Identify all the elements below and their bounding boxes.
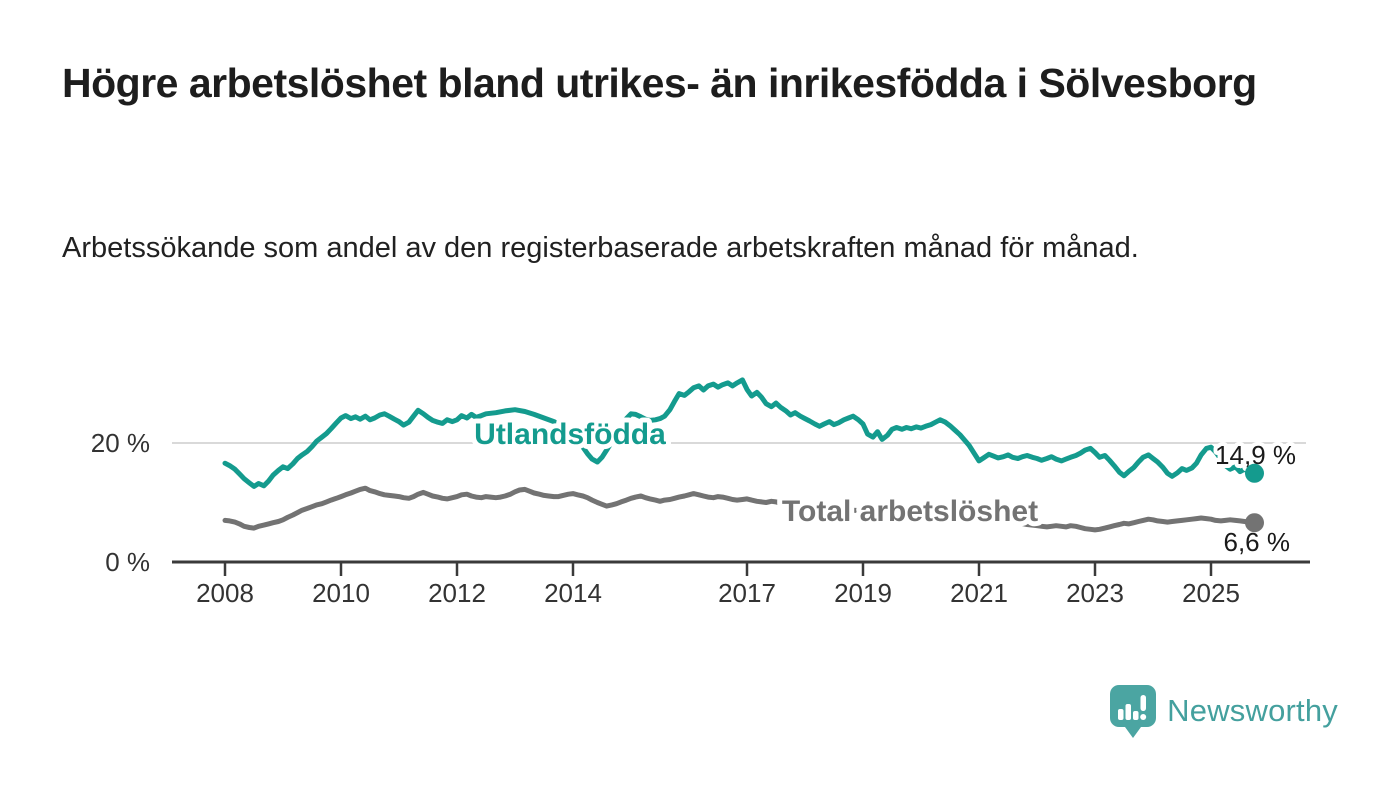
y-tick-label-20: 20 % bbox=[91, 428, 150, 458]
newsworthy-logo-icon bbox=[1110, 685, 1157, 738]
series-annotations: Utlandsfödda Total arbetslöshet 14,9 % 6… bbox=[469, 413, 1300, 561]
end-value-label-utlandsfodda: 14,9 % bbox=[1215, 440, 1296, 470]
bar-1 bbox=[1118, 709, 1124, 720]
bar-3 bbox=[1133, 711, 1139, 720]
page-title: Högre arbetslöshet bland utrikes- än inr… bbox=[62, 60, 1257, 106]
x-tick-label-2012: 2012 bbox=[428, 578, 486, 608]
x-axis: 2008 2010 2012 2014 2017 2019 2021 2023 2025 bbox=[172, 560, 1310, 608]
series-end-dots bbox=[1245, 463, 1264, 533]
x-tick-label-2008: 2008 bbox=[196, 578, 254, 608]
brand-name: Newsworthy bbox=[1167, 693, 1338, 728]
x-tick-label-2010: 2010 bbox=[312, 578, 370, 608]
page-subtitle: Arbetssökande som andel av den registerb… bbox=[62, 232, 1139, 264]
x-tick-label-2014: 2014 bbox=[544, 578, 602, 608]
x-tick-label-2017: 2017 bbox=[718, 578, 776, 608]
x-tick-label-2021: 2021 bbox=[950, 578, 1008, 608]
y-axis-labels: 20 % 0 % bbox=[91, 428, 150, 577]
series-label-total-arbetsloshet: Total arbetslöshet bbox=[782, 495, 1038, 528]
bar-2 bbox=[1125, 704, 1132, 720]
exclamation-dot bbox=[1140, 714, 1147, 720]
x-tick-label-2023: 2023 bbox=[1066, 578, 1124, 608]
exclamation-bar bbox=[1140, 695, 1147, 711]
x-tick-label-2025: 2025 bbox=[1182, 578, 1240, 608]
series-end-dot-0 bbox=[1245, 463, 1264, 483]
brand-footer: Newsworthy bbox=[1109, 683, 1338, 739]
series-line-0 bbox=[222, 377, 1257, 489]
x-tick-label-2019: 2019 bbox=[834, 578, 892, 608]
series-end-dot-1 bbox=[1245, 513, 1264, 533]
series-line-1 bbox=[222, 485, 1257, 533]
series-lines bbox=[222, 377, 1257, 533]
speech-bubble-shape bbox=[1110, 685, 1157, 738]
series-label-utlandsfodda: Utlandsfödda bbox=[474, 418, 666, 451]
y-tick-label-0: 0 % bbox=[105, 547, 150, 577]
